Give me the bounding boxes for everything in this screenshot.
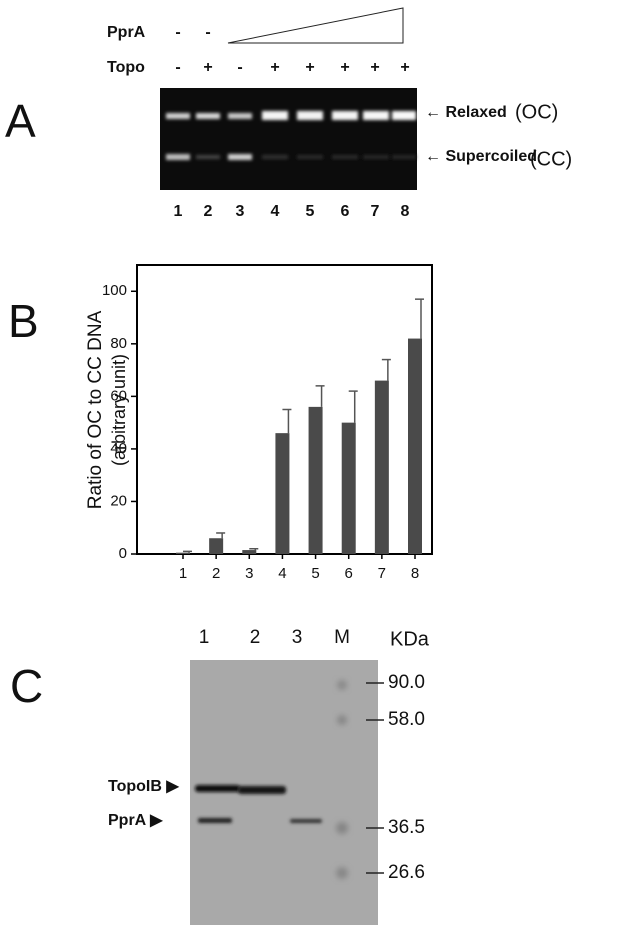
topo-label: Topo xyxy=(107,59,145,76)
supercoiled-label: ← Supercoiled xyxy=(425,148,537,165)
relaxed-label: ← Relaxed xyxy=(425,104,507,121)
y-tick-label: 20 xyxy=(110,492,127,509)
panel-label: C xyxy=(10,660,43,712)
marker-label: 90.0 xyxy=(388,672,425,693)
y-tick-label: 0 xyxy=(119,545,127,562)
lane-number: 4 xyxy=(271,203,280,220)
bar xyxy=(209,538,224,554)
bar xyxy=(308,406,323,554)
x-tick-label: 3 xyxy=(245,565,253,582)
lane-label: M xyxy=(334,627,350,648)
ppra-label: PprA xyxy=(107,24,146,41)
lane-label: 2 xyxy=(250,627,261,648)
lane-number: 2 xyxy=(204,203,213,220)
bar xyxy=(408,338,422,554)
ppra-sign: - xyxy=(175,24,180,41)
band-name: Relaxed xyxy=(445,104,506,121)
marker-label: 26.6 xyxy=(388,862,425,883)
lane-number: 8 xyxy=(401,203,410,220)
bar xyxy=(374,380,389,554)
band-form: (OC) xyxy=(515,101,558,123)
topo-sign: + xyxy=(340,59,349,76)
lane-label: 3 xyxy=(292,627,303,648)
lane-number: 3 xyxy=(236,203,245,220)
band-name: TopoIB xyxy=(108,778,162,795)
lane-number: 7 xyxy=(371,203,380,220)
band-form: (CC) xyxy=(530,148,572,170)
topo-sign: - xyxy=(175,59,180,76)
lane-number: 5 xyxy=(306,203,315,220)
bar xyxy=(242,550,257,554)
gel-a xyxy=(160,88,417,190)
y-tick-label: 80 xyxy=(110,335,127,352)
y-tick-label: 100 xyxy=(102,282,127,299)
x-tick-label: 1 xyxy=(179,565,187,582)
lane-label: 1 xyxy=(199,627,210,648)
gradient-triangle xyxy=(227,7,404,44)
y-axis-title: Ratio of OC to CC DNA xyxy=(85,310,106,509)
y-tick-label: 40 xyxy=(110,440,127,457)
topo-sign: - xyxy=(237,59,242,76)
band-label: PprA ▶ xyxy=(108,812,163,829)
x-tick-label: 2 xyxy=(212,565,220,582)
unit-label: KDa xyxy=(390,628,430,650)
topo-sign: + xyxy=(203,59,212,76)
bar xyxy=(275,433,290,554)
y-tick-label: 60 xyxy=(110,387,127,404)
x-tick-label: 4 xyxy=(278,565,286,582)
marker-label: 58.0 xyxy=(388,709,425,730)
x-tick-label: 5 xyxy=(311,565,319,582)
x-tick-label: 7 xyxy=(378,565,386,582)
panel-label: B xyxy=(8,295,39,347)
y-axis-title: (arbitrary unit) xyxy=(109,354,129,466)
panel-label: A xyxy=(5,95,36,147)
topo-sign: + xyxy=(270,59,279,76)
band-name: Supercoiled xyxy=(445,148,537,165)
ppra-sign: - xyxy=(205,24,210,41)
lane-number: 1 xyxy=(174,203,183,220)
band-name: PprA xyxy=(108,812,147,829)
topo-sign: + xyxy=(305,59,314,76)
topo-sign: + xyxy=(370,59,379,76)
band-label: TopoIB ▶ xyxy=(108,778,179,795)
blot-bands xyxy=(195,680,348,879)
bar xyxy=(341,422,356,554)
gel-bands xyxy=(166,111,416,160)
lane-number: 6 xyxy=(341,203,350,220)
marker-label: 36.5 xyxy=(388,817,425,838)
bar xyxy=(176,552,190,554)
x-tick-label: 6 xyxy=(345,565,353,582)
topo-sign: + xyxy=(400,59,409,76)
x-tick-label: 8 xyxy=(411,565,419,582)
